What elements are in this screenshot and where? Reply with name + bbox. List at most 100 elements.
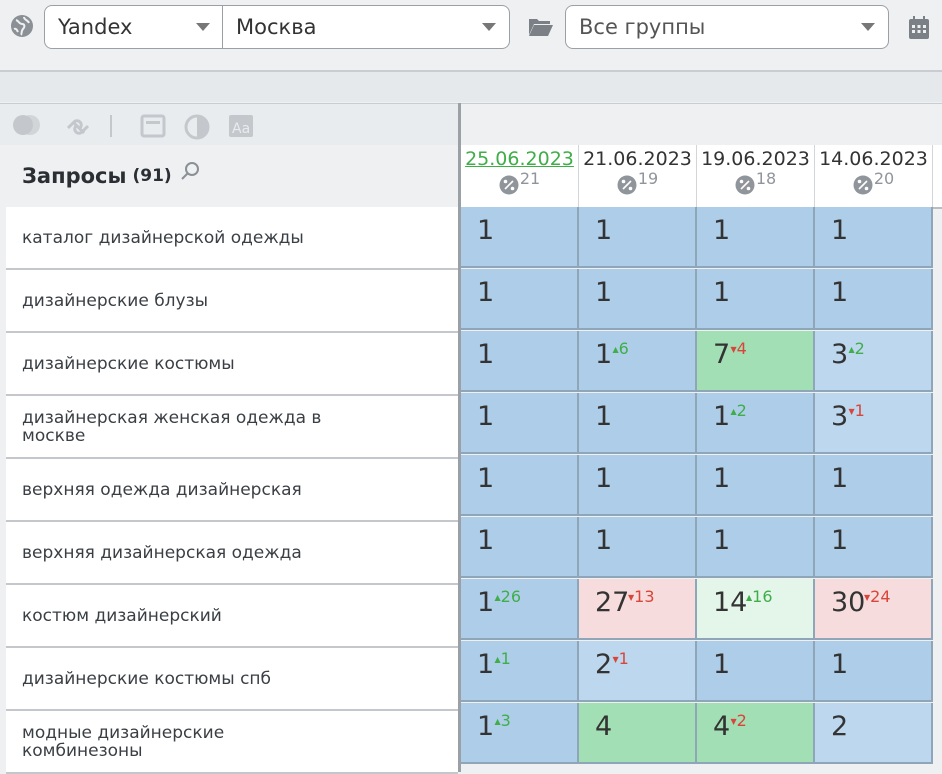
position-cell[interactable]: 27 ▼13: [579, 579, 697, 640]
position-up-delta: ▲26: [495, 587, 522, 606]
position-cell[interactable]: 1: [697, 641, 815, 702]
date-label[interactable]: 21.06.2023: [583, 148, 692, 170]
tools-separator: [110, 115, 112, 137]
position-cell[interactable]: 3 ▲2: [815, 331, 933, 392]
delta-value: 1: [618, 649, 629, 668]
percent-icon[interactable]: [735, 175, 755, 195]
position-cell[interactable]: 7 ▼4: [697, 331, 815, 392]
position-value: 1: [477, 649, 495, 680]
position-cell[interactable]: 1: [461, 517, 579, 578]
toolbar-gap: [0, 72, 942, 102]
contrast-icon[interactable]: [184, 114, 210, 140]
position-cell[interactable]: 1: [697, 517, 815, 578]
position-cell[interactable]: 1: [579, 207, 697, 268]
date-label[interactable]: 14.06.2023: [819, 148, 928, 170]
delta-value: 2: [854, 339, 865, 358]
table-row[interactable]: верхняя дизайнерская одежда: [6, 522, 458, 585]
table-row[interactable]: верхняя одежда дизайнерская: [6, 459, 458, 522]
query-text: дизайнерская женская одежда в москве: [22, 407, 322, 446]
table-row[interactable]: дизайнерские костюмы: [6, 333, 458, 396]
position-cell[interactable]: 4 ▼2: [697, 703, 815, 764]
position-value: 1: [477, 711, 495, 742]
position-value: 1: [595, 215, 613, 246]
search-icon[interactable]: [180, 161, 200, 185]
position-cell[interactable]: 1: [461, 393, 579, 454]
date-column-header[interactable]: 21.06.2023 19: [579, 145, 697, 207]
folder-icon[interactable]: [528, 16, 554, 42]
position-down-delta: ▼4: [731, 339, 747, 358]
delta-value: 13: [634, 587, 655, 606]
table-row[interactable]: модные дизайнерские комбинезоны: [6, 711, 458, 774]
toggle-icon[interactable]: [12, 114, 44, 136]
position-cell[interactable]: 1: [815, 207, 933, 268]
date-visibility-number: 21: [519, 169, 541, 188]
date-label[interactable]: 25.06.2023: [465, 148, 574, 170]
position-value: 1: [713, 215, 731, 246]
table-row[interactable]: дизайнерские костюмы спб: [6, 648, 458, 711]
font-icon[interactable]: Aa: [228, 114, 254, 138]
position-cell[interactable]: 1: [697, 455, 815, 516]
position-cell[interactable]: 1: [815, 641, 933, 702]
position-value: 7: [713, 339, 731, 370]
top-toolbar: Yandex Москва Все группы: [0, 0, 942, 72]
query-text: верхняя дизайнерская одежда: [22, 542, 302, 563]
arrow-down-icon: ▼: [628, 593, 635, 602]
position-cell[interactable]: 1 ▲26: [461, 579, 579, 640]
position-cell[interactable]: 14 ▲16: [697, 579, 815, 640]
position-cell[interactable]: 1: [461, 207, 579, 268]
position-value: 3: [831, 401, 849, 432]
position-value: 1: [831, 525, 849, 556]
arrow-up-icon: ▲: [746, 593, 753, 602]
date-label[interactable]: 19.06.2023: [701, 148, 810, 170]
table-row[interactable]: костюм дизайнерский: [6, 585, 458, 648]
panel-divider[interactable]: [458, 103, 461, 772]
table-row[interactable]: дизайнерская женская одежда в москве: [6, 396, 458, 459]
query-text: модные дизайнерские комбинезоны: [22, 722, 225, 761]
percent-icon[interactable]: [499, 175, 519, 195]
position-cell[interactable]: 1: [697, 207, 815, 268]
table-row[interactable]: дизайнерские блузы: [6, 270, 458, 333]
date-column-header[interactable]: 25.06.2023 21: [461, 145, 579, 207]
position-up-delta: ▲2: [849, 339, 865, 358]
window-icon[interactable]: [140, 114, 166, 138]
position-cell[interactable]: 1: [579, 455, 697, 516]
position-cell[interactable]: 3 ▼1: [815, 393, 933, 454]
position-cell[interactable]: 4: [579, 703, 697, 764]
date-visibility-number: 19: [637, 169, 659, 188]
position-cell[interactable]: 1: [815, 517, 933, 578]
position-value: 1: [595, 525, 613, 556]
group-select[interactable]: Все группы: [565, 5, 889, 49]
position-cell[interactable]: 2 ▼1: [579, 641, 697, 702]
position-cell[interactable]: 1: [461, 331, 579, 392]
search-engine-select[interactable]: Yandex: [44, 5, 224, 49]
globe-icon[interactable]: [10, 14, 34, 42]
percent-icon[interactable]: [853, 175, 873, 195]
link-icon[interactable]: [64, 114, 92, 140]
table-row[interactable]: каталог дизайнерской одежды: [6, 207, 458, 270]
percent-icon[interactable]: [617, 175, 637, 195]
position-cell[interactable]: 1: [815, 455, 933, 516]
position-cell[interactable]: 2: [815, 703, 933, 764]
position-value: 4: [595, 711, 613, 742]
position-cell[interactable]: 1 ▲1: [461, 641, 579, 702]
position-cell[interactable]: 1: [697, 269, 815, 330]
position-cell[interactable]: 30 ▼24: [815, 579, 933, 640]
position-cell[interactable]: 1: [461, 455, 579, 516]
position-cell[interactable]: 1: [579, 517, 697, 578]
region-select[interactable]: Москва: [222, 5, 510, 49]
position-cell[interactable]: 1: [461, 269, 579, 330]
position-cell[interactable]: 1: [815, 269, 933, 330]
delta-value: 2: [736, 401, 747, 420]
date-column-header[interactable]: 19.06.2023 18: [697, 145, 815, 207]
position-cell[interactable]: 1 ▲6: [579, 331, 697, 392]
arrow-down-icon: ▼: [864, 593, 871, 602]
position-value: 1: [713, 463, 731, 494]
position-cell[interactable]: 1 ▲3: [461, 703, 579, 764]
calendar-icon[interactable]: [908, 16, 930, 44]
position-cell[interactable]: 1: [579, 269, 697, 330]
position-cell[interactable]: 1 ▲2: [697, 393, 815, 454]
position-cell[interactable]: 1: [579, 393, 697, 454]
delta-value: 4: [736, 339, 747, 358]
date-column-header[interactable]: 14.06.2023 20: [815, 145, 933, 207]
position-down-delta: ▼13: [628, 587, 655, 606]
